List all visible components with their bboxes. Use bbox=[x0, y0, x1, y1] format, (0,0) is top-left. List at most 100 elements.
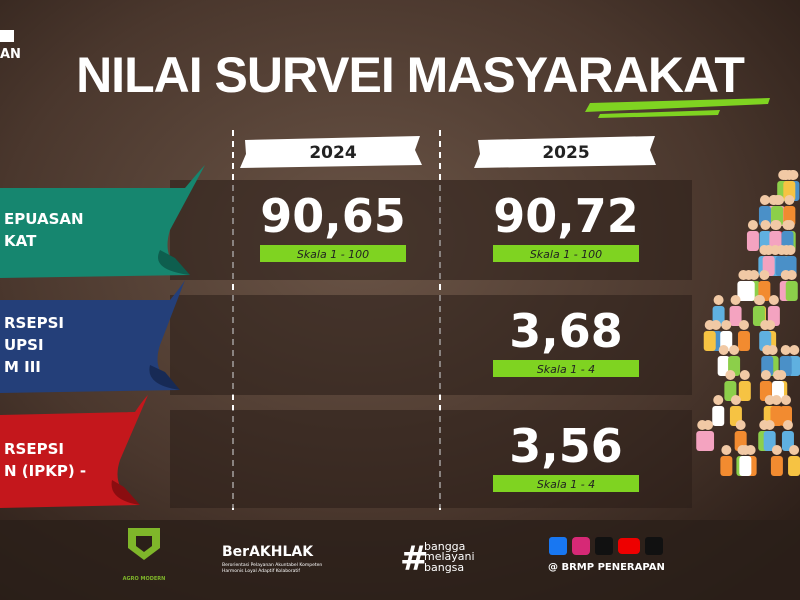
rows: EPUASAN KAT 90,65 Skala 1 - 100 90,72 Skala 1… bbox=[4, 189, 639, 492]
agro-text: AGRO MODERN bbox=[123, 576, 166, 582]
person-head bbox=[718, 345, 729, 355]
tagline: bangsa bbox=[424, 561, 464, 574]
person-body bbox=[729, 306, 742, 326]
ribbon bbox=[0, 165, 205, 278]
person-head bbox=[772, 195, 783, 205]
person-body bbox=[737, 331, 750, 351]
row-label: RSEPSI bbox=[4, 440, 64, 458]
ribbon-fold bbox=[149, 365, 180, 390]
person-head bbox=[721, 445, 732, 455]
person-head bbox=[789, 445, 800, 455]
row-label: EPUASAN bbox=[4, 210, 84, 228]
row-label: M III bbox=[4, 358, 41, 376]
header-brush bbox=[474, 136, 656, 168]
person-head bbox=[760, 320, 771, 330]
row-label: UPSI bbox=[4, 336, 44, 354]
person-body bbox=[720, 456, 733, 476]
person-head bbox=[763, 245, 774, 255]
person-head bbox=[730, 395, 741, 405]
ribbon-fold bbox=[158, 250, 190, 275]
person-body bbox=[746, 231, 759, 251]
youtube-icon[interactable] bbox=[618, 538, 640, 554]
person-body bbox=[770, 456, 783, 476]
person-head bbox=[759, 195, 770, 205]
instagram-icon[interactable] bbox=[572, 537, 590, 555]
person-head bbox=[747, 220, 758, 230]
person-body bbox=[781, 431, 794, 451]
person-body bbox=[712, 406, 725, 426]
person-head bbox=[784, 195, 795, 205]
person-body bbox=[742, 281, 755, 301]
person-head bbox=[770, 220, 781, 230]
person-head bbox=[704, 320, 715, 330]
title-underline bbox=[585, 98, 770, 112]
person-body bbox=[770, 406, 783, 426]
score: 90,72 bbox=[493, 189, 639, 243]
person-head bbox=[721, 320, 732, 330]
tagline: melayani bbox=[424, 550, 475, 563]
score: 90,65 bbox=[260, 189, 406, 243]
person-head bbox=[785, 245, 796, 255]
person-body bbox=[763, 431, 776, 451]
hashtag: # bbox=[400, 539, 429, 579]
scale-bar bbox=[493, 475, 639, 492]
x-icon[interactable] bbox=[595, 537, 613, 555]
title-underline bbox=[598, 110, 720, 118]
scale-label: Skala 1 - 4 bbox=[537, 363, 595, 376]
row-label: N (IPKP) - bbox=[4, 462, 86, 480]
person-body bbox=[717, 356, 730, 376]
ribbon bbox=[0, 395, 148, 508]
person-head bbox=[759, 270, 770, 280]
person-head bbox=[781, 395, 792, 405]
berakhlak-sub: Berorientasi Pelayanan Akuntabel Kompete… bbox=[222, 562, 322, 568]
title: NILAI SURVEI MASYARAKAT bbox=[76, 47, 744, 103]
score: 3,68 bbox=[509, 304, 623, 358]
person-head bbox=[762, 345, 773, 355]
crowd-illustration bbox=[696, 170, 800, 476]
person-head bbox=[786, 270, 797, 280]
person-head bbox=[773, 370, 784, 380]
person-body bbox=[702, 431, 715, 451]
ribbon bbox=[0, 280, 185, 393]
person-head bbox=[782, 220, 793, 230]
person-head bbox=[730, 295, 741, 305]
scale-label: Skala 1 - 100 bbox=[530, 248, 602, 261]
person-head bbox=[776, 245, 787, 255]
row-panel bbox=[170, 180, 692, 280]
header-brush bbox=[240, 136, 422, 168]
logo-text: AN bbox=[0, 47, 21, 62]
person-head bbox=[760, 370, 771, 380]
person-head bbox=[760, 220, 771, 230]
ribbon-fold bbox=[111, 480, 140, 505]
berakhlak-sub: Harmonis Loyal Adaptif Kolaboratif bbox=[222, 568, 300, 574]
row-label: RSEPSI bbox=[4, 314, 64, 332]
facebook-icon[interactable] bbox=[549, 537, 567, 555]
person-body bbox=[752, 306, 765, 326]
person-head bbox=[780, 345, 791, 355]
person-body bbox=[703, 331, 716, 351]
row-label: KAT bbox=[4, 232, 37, 250]
person-head bbox=[782, 420, 793, 430]
logo-mark bbox=[0, 30, 14, 42]
person-head bbox=[713, 395, 724, 405]
person-head bbox=[703, 420, 714, 430]
person-head bbox=[764, 420, 775, 430]
person-head bbox=[771, 395, 782, 405]
person-head bbox=[738, 320, 749, 330]
tiktok-icon[interactable] bbox=[645, 537, 663, 555]
tagline: bangga bbox=[424, 540, 465, 553]
person-body bbox=[739, 456, 752, 476]
scale-bar bbox=[260, 245, 406, 262]
scale-label: Skala 1 - 4 bbox=[537, 478, 595, 491]
person-head bbox=[735, 420, 746, 430]
column-header: 2025 bbox=[542, 143, 589, 163]
person-head bbox=[729, 345, 740, 355]
person-head bbox=[768, 295, 779, 305]
person-head bbox=[713, 295, 724, 305]
row-panel bbox=[170, 295, 692, 395]
person-head bbox=[753, 295, 764, 305]
agro-logo bbox=[136, 536, 152, 552]
